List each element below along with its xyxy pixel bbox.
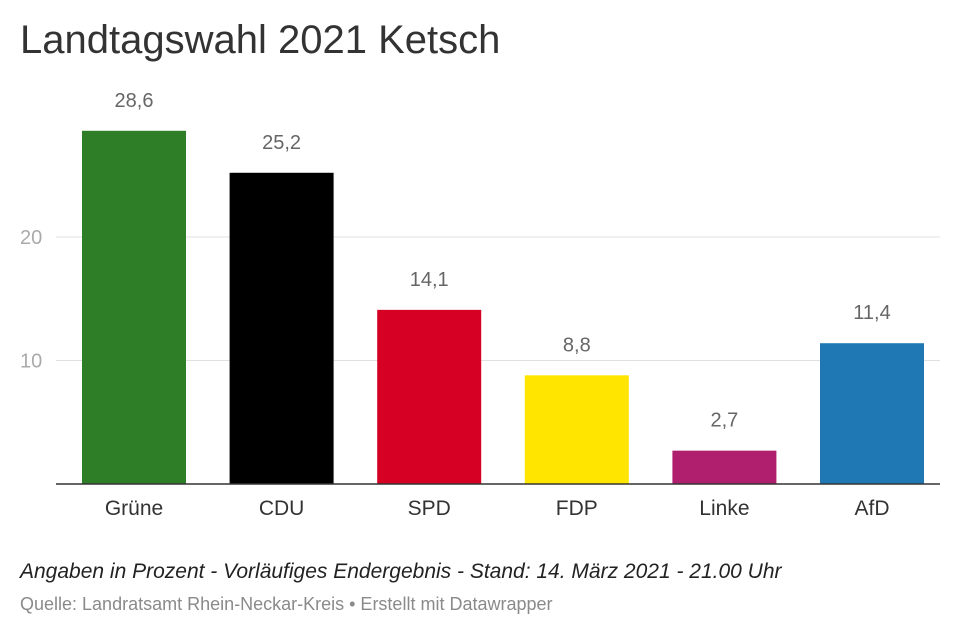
chart-source: Quelle: Landratsamt Rhein-Neckar-Kreis •…: [20, 594, 553, 614]
x-tick-label-fdp: FDP: [556, 497, 598, 520]
chart-title: Landtagswahl 2021 Ketsch: [20, 18, 501, 62]
value-label-fdp: 8,8: [563, 334, 591, 356]
bar-fdp: [524, 375, 629, 484]
x-tick-label-linke: Linke: [699, 497, 749, 520]
y-tick-label-20: 20: [20, 227, 42, 249]
bar-spd: [377, 309, 482, 484]
bar-linke: [672, 450, 777, 484]
value-label-grüne: 28,6: [115, 90, 154, 112]
value-label-afd: 11,4: [853, 302, 890, 324]
bar-grüne: [82, 130, 186, 484]
bar-chart: 10 20 28,6 Grüne 25,2 CDU 14,1 SPD 8,8 FDP 2,7 Link…: [20, 90, 940, 520]
bar-afd: [820, 343, 924, 484]
y-tick-label-10: 10: [20, 351, 42, 373]
bar-cdu: [229, 172, 334, 484]
value-label-linke: 2,7: [710, 410, 738, 432]
value-label-cdu: 25,2: [262, 132, 301, 154]
value-label-spd: 14,1: [410, 269, 449, 291]
x-tick-label-grüne: Grüne: [105, 497, 163, 520]
x-tick-label-cdu: CDU: [259, 497, 305, 520]
chart-note: Angaben in Prozent - Vorläufiges Enderge…: [20, 560, 782, 583]
x-tick-label-spd: SPD: [408, 497, 451, 520]
x-tick-label-afd: AfD: [854, 497, 889, 520]
